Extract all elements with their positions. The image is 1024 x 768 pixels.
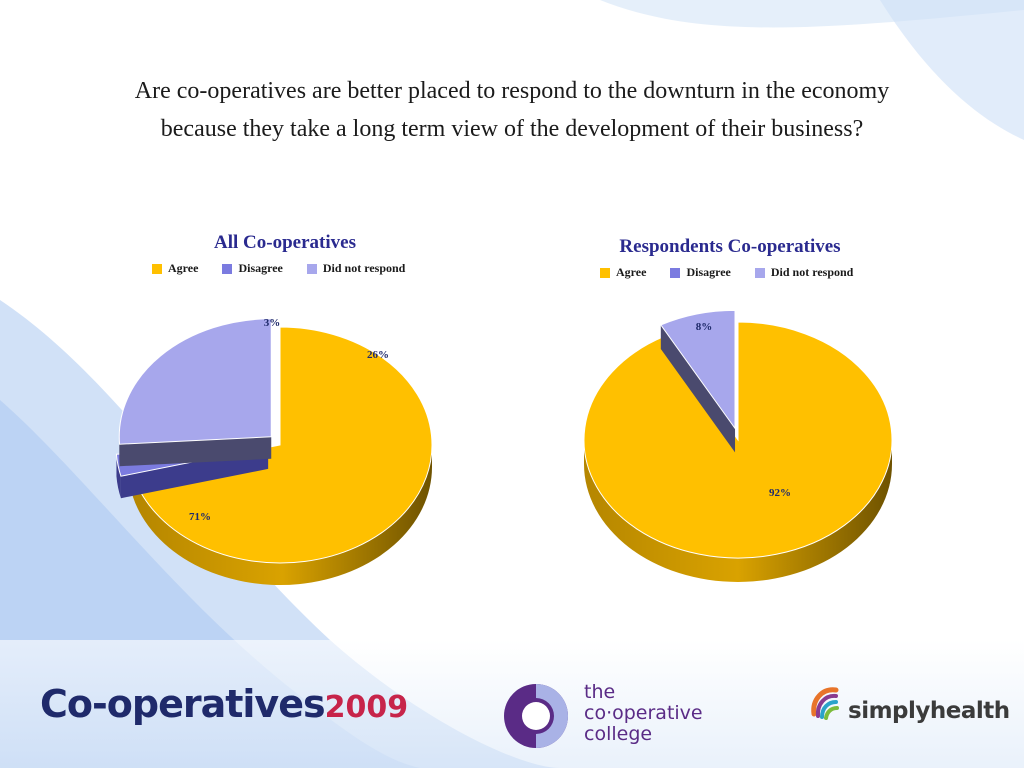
- pie-slice-agree: [583, 321, 893, 559]
- legend-item-disagree: Disagree: [222, 261, 283, 276]
- legend-swatch-agree: [600, 267, 610, 278]
- pie-data-label: 92%: [769, 487, 791, 499]
- chart-title-respondents: Respondents Co-operatives: [619, 236, 841, 257]
- legend-item-agree: Agree: [600, 265, 646, 280]
- legend-all: Agree Disagree Did not respond: [152, 261, 405, 276]
- legend-item-agree: Agree: [152, 261, 198, 276]
- legend-label: Did not respond: [770, 265, 854, 279]
- chart-title-all: All Co-operatives: [214, 232, 356, 253]
- slide-question: Are co-operatives are better placed to r…: [60, 72, 964, 148]
- legend-swatch-disagree: [222, 263, 233, 274]
- cooperative-college-logo: the co·operative college: [500, 680, 730, 752]
- question-line-1: Are co-operatives are better placed to r…: [134, 78, 890, 104]
- legend-item-no-response: Did not respond: [754, 265, 854, 280]
- legend-item-no-response: Did not respond: [306, 261, 406, 276]
- pie-slice-side-agree: [132, 445, 432, 586]
- pie-slice-side-agree: [584, 440, 892, 582]
- legend-swatch-disagree: [670, 267, 681, 278]
- pie-slice-did-not-respond: [118, 318, 272, 445]
- college-line-3: college: [584, 723, 653, 745]
- pie-slice-wall: [660, 324, 736, 453]
- legend-label: Agree: [168, 261, 199, 275]
- coops-logo-year: 2009: [324, 690, 409, 725]
- legend-label: Agree: [616, 265, 647, 279]
- pie-chart-0: 71% 3% 26%: [115, 317, 433, 586]
- legend-respondents: Agree Disagree Did not respond: [600, 265, 853, 280]
- simplyhealth-logo: simplyhealth: [808, 684, 1010, 734]
- pie-slice-wall: [119, 436, 272, 467]
- simplyhealth-text: simplyhealth: [848, 698, 1010, 724]
- pie-data-label: 26%: [367, 349, 389, 361]
- pie-slice-did-not-respond: [660, 309, 736, 430]
- legend-swatch-no-response: [754, 267, 765, 278]
- pie-chart-1: 92% 8%: [583, 309, 893, 582]
- college-ring-icon: [504, 684, 568, 748]
- coops2009-logo: Co-operatives2009: [40, 682, 408, 726]
- pie-data-label: 71%: [189, 511, 211, 523]
- pie-data-label: 8%: [696, 321, 713, 333]
- legend-label: Did not respond: [322, 261, 406, 275]
- legend-swatch-no-response: [306, 263, 317, 274]
- pie-slice-agree: [132, 326, 433, 564]
- legend-swatch-agree: [152, 263, 162, 274]
- college-name: the co·operative college: [584, 682, 703, 745]
- legend-item-disagree: Disagree: [670, 265, 731, 280]
- legend-label: Disagree: [238, 261, 283, 275]
- coops-logo-text: Co-operatives: [40, 682, 326, 726]
- college-line-2: co·operative: [584, 702, 703, 724]
- college-line-1: the: [584, 681, 616, 703]
- question-line-2: because they take a long term view of th…: [160, 116, 864, 142]
- legend-label: Disagree: [686, 265, 731, 279]
- simplyhealth-swirl-icon: [811, 687, 839, 720]
- pie-data-label: 3%: [264, 317, 281, 329]
